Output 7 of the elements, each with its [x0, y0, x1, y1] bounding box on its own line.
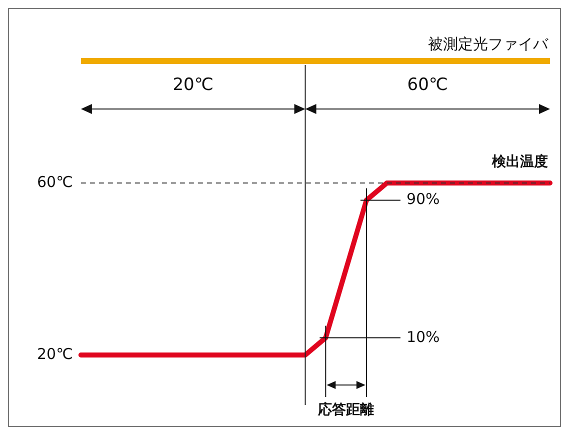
text: 20℃: [172, 75, 214, 95]
text: 60℃: [407, 75, 448, 95]
annotation: 90%: [406, 190, 440, 208]
text: 応答距離: [318, 401, 374, 419]
annotation: 10%: [406, 328, 440, 346]
series-label: 検出温度: [492, 153, 548, 171]
text: 被測定光ファイバ: [428, 35, 548, 54]
